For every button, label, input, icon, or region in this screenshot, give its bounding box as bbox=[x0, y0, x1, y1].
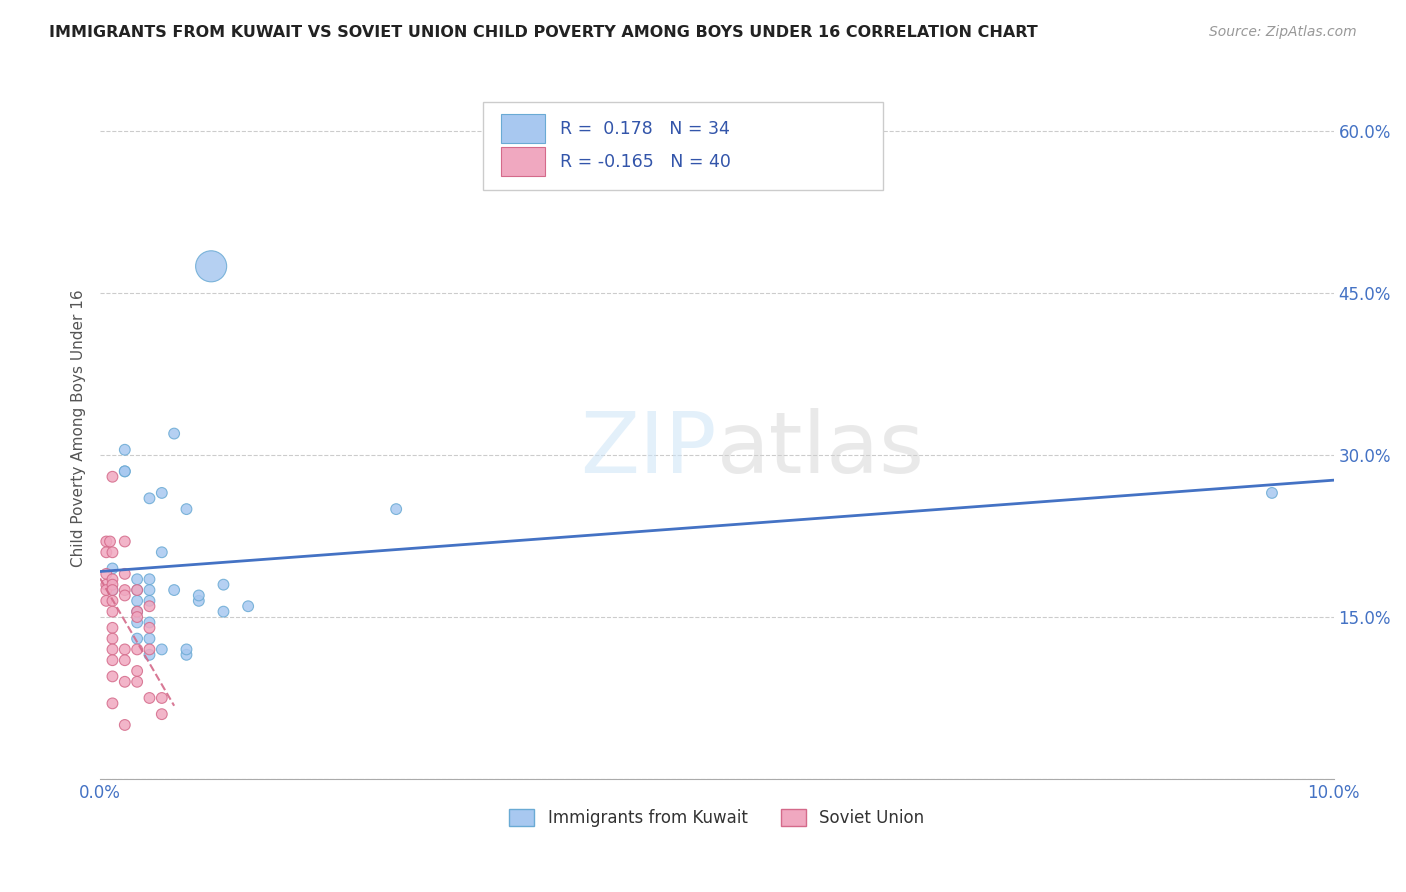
Point bbox=[127, 632, 149, 646]
Point bbox=[150, 545, 173, 559]
Point bbox=[163, 583, 186, 598]
Point bbox=[101, 621, 124, 635]
Point bbox=[127, 572, 149, 586]
Point bbox=[187, 594, 209, 608]
Point bbox=[127, 642, 149, 657]
Point bbox=[127, 594, 149, 608]
Text: R =  0.178   N = 34: R = 0.178 N = 34 bbox=[560, 120, 730, 137]
Point bbox=[96, 594, 118, 608]
Point bbox=[176, 502, 198, 516]
FancyBboxPatch shape bbox=[482, 102, 883, 190]
FancyBboxPatch shape bbox=[501, 147, 546, 177]
Point bbox=[101, 577, 124, 591]
Point bbox=[150, 690, 173, 705]
Point bbox=[96, 545, 118, 559]
Point bbox=[138, 615, 160, 630]
FancyBboxPatch shape bbox=[501, 114, 546, 144]
Point bbox=[101, 469, 124, 483]
Point bbox=[101, 642, 124, 657]
Point bbox=[127, 605, 149, 619]
Y-axis label: Child Poverty Among Boys Under 16: Child Poverty Among Boys Under 16 bbox=[72, 289, 86, 567]
Point bbox=[212, 577, 235, 591]
Point bbox=[114, 718, 136, 732]
Point bbox=[114, 442, 136, 457]
Text: Source: ZipAtlas.com: Source: ZipAtlas.com bbox=[1209, 25, 1357, 39]
Point bbox=[127, 583, 149, 598]
Point bbox=[127, 583, 149, 598]
Point bbox=[114, 583, 136, 598]
Point bbox=[114, 642, 136, 657]
Text: R = -0.165   N = 40: R = -0.165 N = 40 bbox=[560, 153, 731, 170]
Point bbox=[138, 648, 160, 662]
Point bbox=[138, 491, 160, 506]
Point bbox=[138, 572, 160, 586]
Point bbox=[114, 534, 136, 549]
Point bbox=[96, 566, 118, 581]
Point bbox=[101, 583, 124, 598]
Point bbox=[138, 632, 160, 646]
Point bbox=[127, 610, 149, 624]
Point bbox=[150, 486, 173, 500]
Point bbox=[101, 697, 124, 711]
Point bbox=[163, 426, 186, 441]
Point bbox=[176, 642, 198, 657]
Point bbox=[127, 615, 149, 630]
Point bbox=[101, 594, 124, 608]
Point bbox=[138, 690, 160, 705]
Point bbox=[138, 594, 160, 608]
Point bbox=[187, 589, 209, 603]
Point bbox=[138, 599, 160, 614]
Point bbox=[96, 583, 118, 598]
Point bbox=[101, 583, 124, 598]
Point bbox=[101, 572, 124, 586]
Point bbox=[101, 605, 124, 619]
Text: ZIP: ZIP bbox=[581, 408, 717, 491]
Point bbox=[385, 502, 408, 516]
Point bbox=[1261, 486, 1284, 500]
Text: atlas: atlas bbox=[717, 408, 925, 491]
Point bbox=[114, 674, 136, 689]
Point bbox=[150, 707, 173, 722]
Point bbox=[138, 621, 160, 635]
Point bbox=[101, 545, 124, 559]
Point bbox=[101, 653, 124, 667]
Point bbox=[176, 648, 198, 662]
Point bbox=[212, 605, 235, 619]
Point bbox=[114, 653, 136, 667]
Point bbox=[138, 642, 160, 657]
Point bbox=[98, 534, 121, 549]
Point bbox=[236, 599, 259, 614]
Point bbox=[96, 534, 118, 549]
Legend: Immigrants from Kuwait, Soviet Union: Immigrants from Kuwait, Soviet Union bbox=[503, 802, 931, 834]
Point bbox=[114, 589, 136, 603]
Point bbox=[101, 669, 124, 683]
Point bbox=[114, 464, 136, 478]
Point bbox=[101, 632, 124, 646]
Point bbox=[114, 566, 136, 581]
Point bbox=[200, 260, 222, 274]
Point bbox=[114, 464, 136, 478]
Point bbox=[127, 674, 149, 689]
Point bbox=[127, 605, 149, 619]
Point bbox=[127, 664, 149, 678]
Point bbox=[150, 642, 173, 657]
Point bbox=[96, 577, 118, 591]
Text: IMMIGRANTS FROM KUWAIT VS SOVIET UNION CHILD POVERTY AMONG BOYS UNDER 16 CORRELA: IMMIGRANTS FROM KUWAIT VS SOVIET UNION C… bbox=[49, 25, 1038, 40]
Point bbox=[101, 561, 124, 575]
Point bbox=[138, 583, 160, 598]
